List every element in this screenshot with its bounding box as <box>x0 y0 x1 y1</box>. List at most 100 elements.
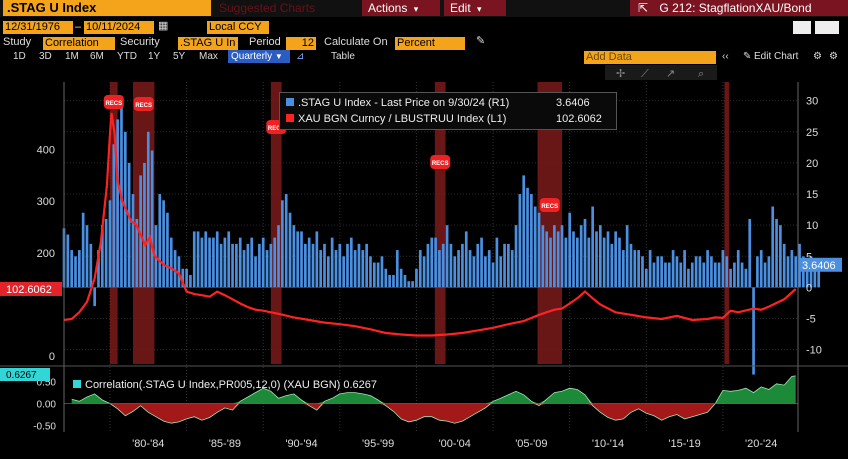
right-tick-label: -5 <box>806 314 816 326</box>
x-tick-label: '00-'04 <box>439 438 471 450</box>
start-date-input[interactable]: 12/31/1976 <box>3 21 73 34</box>
stag-bar <box>610 243 614 288</box>
stag-bar <box>158 194 162 288</box>
correlation-last-value: 0.6267 <box>6 370 37 381</box>
expand-icon[interactable]: ‹‹ <box>722 51 729 62</box>
crosshair-icon[interactable]: ✢ <box>616 68 625 80</box>
calculate-on-select[interactable]: Percent <box>395 37 465 50</box>
stag-bar <box>736 250 740 288</box>
stag-bar <box>353 250 357 288</box>
stag-bar <box>181 268 185 288</box>
correlation-legend: Correlation(.STAG U Index,PR005,12,0) (X… <box>73 379 377 392</box>
table-button[interactable]: Table <box>331 51 355 62</box>
stag-bar <box>235 243 238 288</box>
chart-type-icon[interactable]: ⊿ <box>296 51 305 62</box>
edit-chart-button[interactable]: Edit Chart <box>754 51 799 62</box>
actions-menu[interactable]: Actions ▾ <box>362 0 440 16</box>
stag-bar <box>146 131 150 288</box>
stag-bar <box>621 250 625 288</box>
right-tick-label: 5 <box>806 251 812 263</box>
stag-bar <box>522 175 526 288</box>
page-code: ⇱ G 212: StagflationXAU/Bond <box>630 0 848 16</box>
period-max[interactable]: Max <box>199 51 218 62</box>
stag-bar <box>441 243 445 288</box>
stag-bar <box>292 225 296 288</box>
stag-bar <box>644 268 648 288</box>
period-1y[interactable]: 1Y <box>148 51 161 62</box>
correlation-positive-area <box>71 375 796 404</box>
add-data-input[interactable]: Add Data <box>584 51 716 64</box>
period-3d[interactable]: 3D <box>39 51 52 62</box>
stag-bar <box>587 237 591 288</box>
study-select[interactable]: Correlation <box>43 37 115 50</box>
correlation-legend-text: Correlation(.STAG U Index,PR005,12,0) (X… <box>85 379 378 391</box>
stag-bar <box>595 231 598 288</box>
security-input[interactable]: .STAG U In <box>178 37 238 50</box>
stag-bar <box>403 274 407 288</box>
stag-bar <box>326 256 330 288</box>
drawing-toolbar-bg <box>605 65 717 80</box>
stag-bar <box>648 250 652 288</box>
calendar-icon[interactable]: ▦ <box>158 20 169 32</box>
stag-bar <box>484 256 487 288</box>
suggested-charts-button[interactable]: Suggested Charts <box>215 1 353 16</box>
correlation-swatch <box>73 380 81 388</box>
stag-bar <box>775 218 778 288</box>
stag-bar <box>135 218 139 288</box>
left-tick-label: 200 <box>37 248 55 260</box>
stag-bar <box>361 250 365 288</box>
recession-band <box>434 82 446 364</box>
stag-bar <box>418 250 422 288</box>
stag-bar <box>215 231 219 288</box>
chevron-down-icon: ▾ <box>477 4 482 14</box>
period-1m[interactable]: 1M <box>65 51 79 62</box>
stag-bar <box>204 231 208 288</box>
legend-item-ratio: XAU BGN Curncy / LBUSTRUU Index (L1) 102… <box>286 112 602 126</box>
stag-bar <box>277 225 280 288</box>
period-ytd[interactable]: YTD <box>117 51 137 62</box>
x-tick-label: '90-'94 <box>285 438 317 450</box>
stag-bar <box>261 237 265 288</box>
redo-button[interactable] <box>815 21 839 34</box>
stag-bar <box>166 212 169 288</box>
legend-stag-name: .STAG U Index - Last Price on 9/30/24 (R… <box>298 97 510 109</box>
security-ticker-field[interactable]: .STAG U Index <box>3 0 211 16</box>
undo-button[interactable] <box>793 21 811 34</box>
stag-bar <box>786 256 790 288</box>
stag-bar <box>759 250 763 288</box>
stag-bar <box>480 237 483 288</box>
period-1d[interactable]: 1D <box>13 51 26 62</box>
legend-swatch-bar <box>286 98 294 106</box>
stag-bar <box>602 237 606 288</box>
stag-bar <box>323 243 326 288</box>
stag-bar <box>671 250 675 288</box>
end-date-input[interactable]: 10/11/2024 <box>84 21 154 34</box>
stag-bar <box>85 225 89 288</box>
currency-select[interactable]: Local CCY <box>207 21 269 34</box>
gear-icon[interactable]: ⚙ <box>813 51 822 62</box>
settings-icon[interactable]: ⚙ <box>829 51 838 62</box>
frequency-select[interactable]: Quarterly ▼ <box>228 50 290 63</box>
recession-badge-label: RECS <box>105 101 122 107</box>
zoom-icon[interactable]: ⌕ <box>698 68 704 80</box>
stag-bar <box>744 268 748 288</box>
stag-bar <box>81 212 85 288</box>
period-input[interactable]: 12 <box>286 37 316 50</box>
period-6m[interactable]: 6M <box>90 51 104 62</box>
stag-bar <box>93 287 96 307</box>
edit-menu[interactable]: Edit ▾ <box>444 0 506 16</box>
pen-icon[interactable]: ✎ <box>476 35 486 47</box>
right-last-value: 3.6406 <box>802 260 836 272</box>
stag-bar <box>300 231 303 288</box>
stag-bar <box>794 256 798 288</box>
stag-bar <box>269 243 273 288</box>
line-tool-icon[interactable]: ⟋ <box>641 68 649 80</box>
stag-bar <box>376 262 380 288</box>
arrow-tool-icon[interactable]: ↗ <box>666 68 675 80</box>
export-icon[interactable]: ⇱ <box>638 1 649 15</box>
left-tick-label: 300 <box>37 196 55 208</box>
stag-bar <box>503 243 506 288</box>
period-5y[interactable]: 5Y <box>173 51 186 62</box>
stag-bar <box>415 268 418 288</box>
stag-bar <box>537 212 541 288</box>
